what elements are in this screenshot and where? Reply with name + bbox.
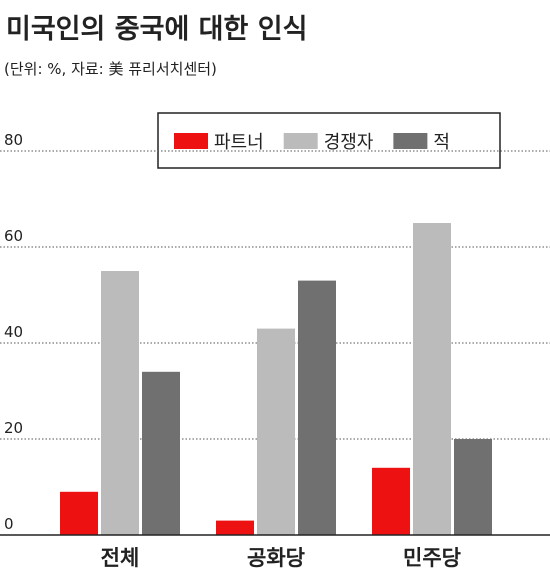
legend: 파트너 경쟁자 적 bbox=[157, 112, 501, 169]
y-tick-label: 60 bbox=[4, 227, 23, 245]
x-tick-label: 전체 bbox=[101, 546, 140, 570]
bar bbox=[216, 520, 254, 535]
x-tick-label: 민주당 bbox=[403, 546, 461, 570]
legend-label: 경쟁자 bbox=[324, 132, 374, 153]
legend-label: 파트너 bbox=[214, 132, 264, 153]
bar bbox=[257, 328, 295, 535]
bar bbox=[142, 371, 180, 535]
legend-swatch bbox=[283, 133, 318, 149]
bar bbox=[372, 467, 410, 535]
bar bbox=[454, 439, 492, 535]
legend-box bbox=[157, 112, 501, 169]
legend-label: 적 bbox=[433, 132, 450, 153]
y-tick-label: 80 bbox=[4, 131, 23, 149]
x-tick-label: 공화당 bbox=[247, 546, 305, 570]
y-tick-label: 40 bbox=[4, 323, 23, 341]
bar bbox=[413, 223, 451, 535]
bar bbox=[101, 271, 139, 535]
chart-subtitle: (단위: %, 자료: 美 퓨리서치센터) bbox=[4, 60, 217, 78]
legend-swatch bbox=[393, 133, 428, 149]
y-tick-label: 0 bbox=[4, 515, 14, 533]
legend-swatch bbox=[174, 133, 208, 149]
bar bbox=[298, 280, 336, 535]
bar bbox=[60, 491, 98, 535]
y-tick-label: 20 bbox=[4, 419, 23, 437]
chart-title: 미국인의 중국에 대한 인식 bbox=[6, 14, 307, 45]
